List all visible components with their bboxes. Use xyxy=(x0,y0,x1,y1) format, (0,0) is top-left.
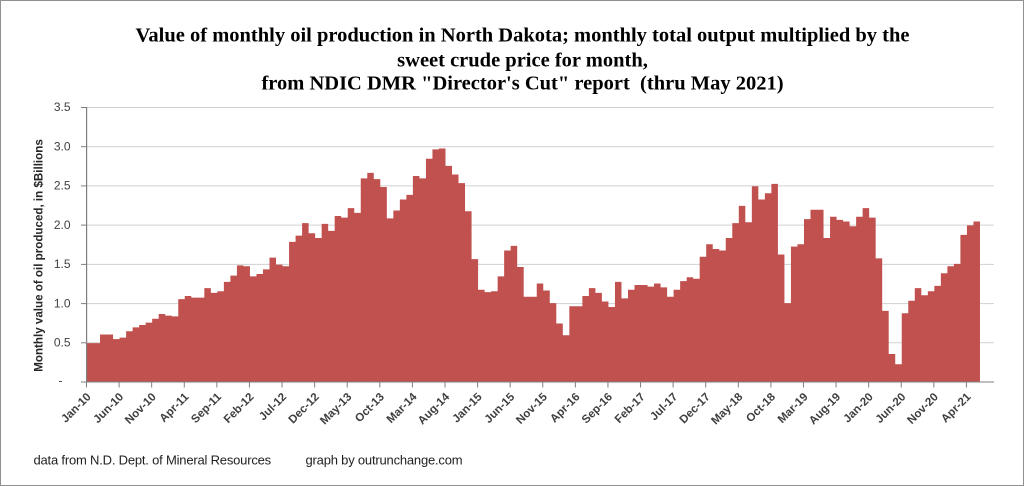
svg-text:Value of monthly oil productio: Value of monthly oil production in North… xyxy=(136,25,910,47)
svg-text:data from N.D. Dept. of Minera: data from N.D. Dept. of Mineral Resource… xyxy=(34,453,272,468)
svg-text:3.0: 3.0 xyxy=(54,139,71,153)
svg-text:2.0: 2.0 xyxy=(54,218,71,232)
svg-text:3.5: 3.5 xyxy=(54,100,71,114)
svg-text:1.5: 1.5 xyxy=(54,257,71,271)
svg-text:1.0: 1.0 xyxy=(54,296,71,310)
svg-text:2.5: 2.5 xyxy=(54,179,71,193)
svg-text:graph by outrunchange.com: graph by outrunchange.com xyxy=(306,453,463,468)
svg-text:0.5: 0.5 xyxy=(54,336,71,350)
svg-text:from NDIC DMR "Director's Cut": from NDIC DMR "Director's Cut" report (t… xyxy=(261,73,783,95)
svg-text:-: - xyxy=(59,374,63,388)
svg-text:Monthly value of oil produced,: Monthly value of oil produced, in $Billi… xyxy=(33,139,46,372)
svg-text:sweet crude price for month,: sweet crude price for month, xyxy=(397,50,648,72)
